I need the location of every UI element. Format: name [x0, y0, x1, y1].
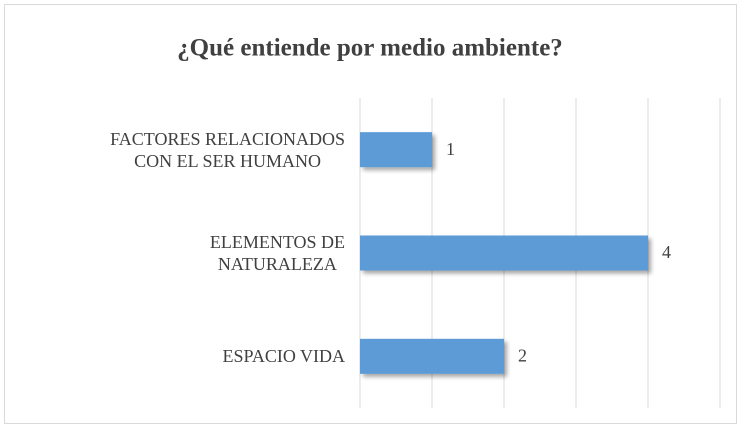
bar [360, 132, 432, 168]
data-label: 4 [662, 242, 671, 262]
y-tick-label: ESPACIO VIDA [222, 346, 345, 367]
data-label: 2 [518, 345, 527, 365]
y-tick-label: FACTORES RELACIONADOS CON EL SER HUMANO [110, 128, 345, 171]
bar [360, 338, 504, 374]
data-label: 1 [446, 139, 455, 159]
y-tick-label: ELEMENTOS DE NATURALEZA [209, 232, 345, 274]
bar [360, 235, 648, 271]
chart-title: ¿Qué entiende por medio ambiente? [177, 35, 563, 62]
